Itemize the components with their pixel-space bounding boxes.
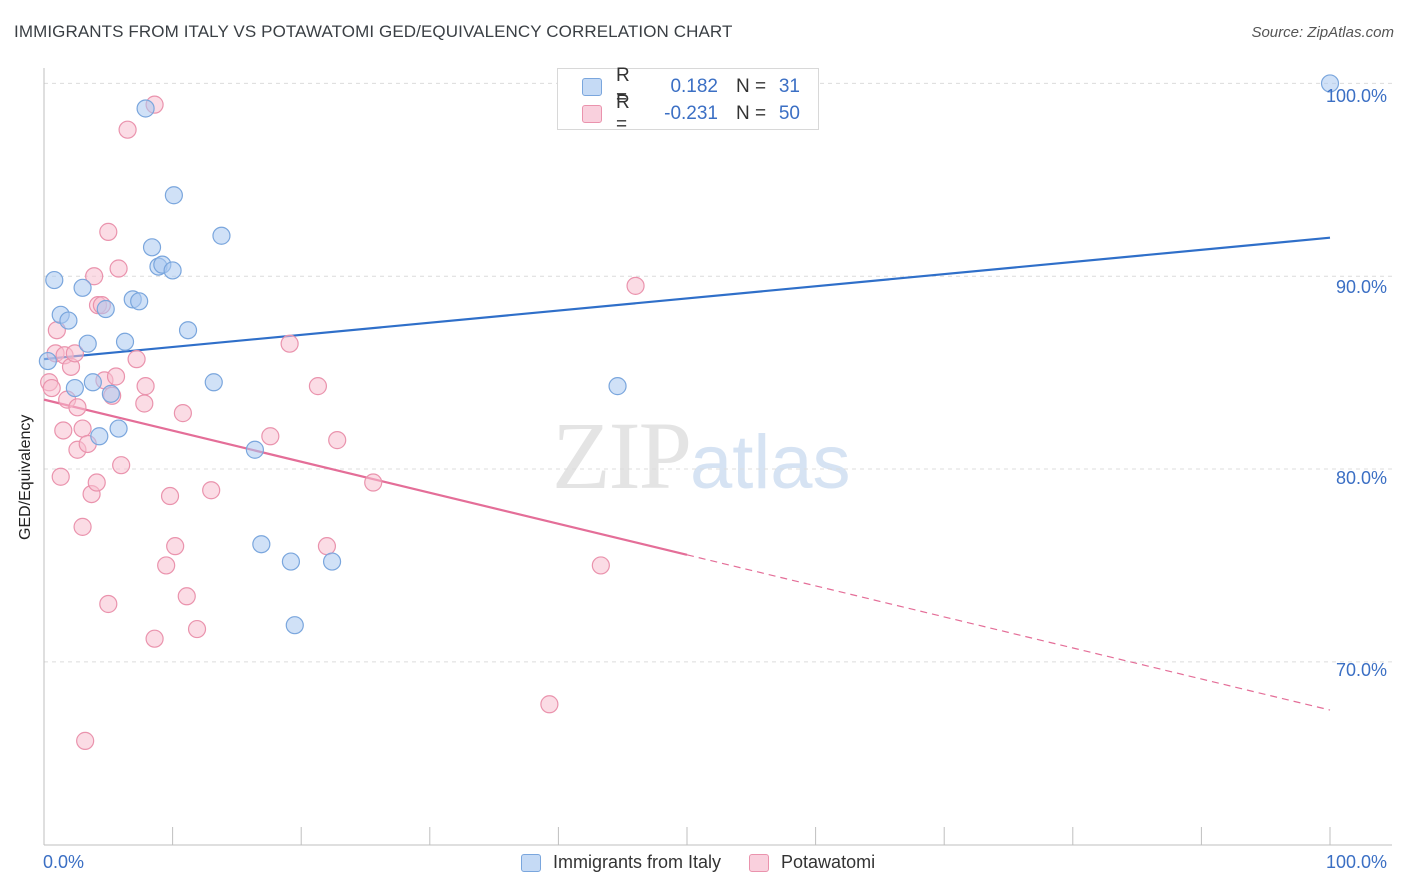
potawatomi-point-37 [173, 404, 192, 423]
italy-point-29 [608, 377, 627, 396]
correlation-legend: R = 0.182 N = 31 R = -0.231 N = 50 [557, 65, 819, 135]
y-tick-label-80: 80.0% [1336, 468, 1388, 488]
n-label: N = [736, 103, 767, 124]
potawatomi-point-30 [135, 394, 154, 413]
potawatomi-point-5 [54, 421, 73, 440]
italy-legend-label: Immigrants from Italy [553, 852, 722, 872]
potawatomi-point-36 [166, 537, 185, 556]
italy-point-28 [322, 552, 342, 571]
potawatomi-point-17 [85, 267, 104, 286]
legend-item-italy[interactable]: Immigrants from Italy [521, 852, 721, 873]
r-value: -0.231 [664, 103, 718, 124]
italy-point-14 [130, 292, 149, 311]
potawatomi-point-13 [73, 517, 92, 536]
italy-point-10 [101, 384, 120, 403]
potawatomi-point-47 [540, 695, 559, 714]
potawatomi-point-28 [118, 120, 137, 139]
potawatomi-point-33 [145, 629, 164, 648]
italy-point-8 [90, 427, 109, 446]
potawatomi-point-49 [591, 556, 610, 575]
potawatomi-point-10 [68, 398, 87, 417]
r-value: 0.182 [670, 76, 718, 97]
watermark: ZIPatlas [552, 400, 851, 511]
potawatomi-point-4 [51, 467, 70, 486]
italy-point-12 [115, 332, 135, 351]
potawatomi-point-34 [157, 556, 176, 575]
italy-point-22 [204, 373, 223, 392]
y-tick-label-90: 90.0% [1336, 277, 1388, 297]
y-tick-label-100: 100.0% [1326, 86, 1388, 106]
italy-point-6 [78, 334, 97, 353]
italy-point-30 [1320, 74, 1340, 93]
italy-trend-line [43, 236, 1331, 361]
italy-point-21 [178, 321, 198, 340]
italy-point-7 [83, 373, 102, 392]
potawatomi-swatch [582, 105, 602, 123]
y-tick-label-70: 70.0% [1336, 660, 1388, 680]
r-label: R = [616, 65, 630, 108]
potawatomi-trend-line-extension [686, 554, 1331, 711]
potawatomi-point-14 [76, 731, 95, 750]
potawatomi-point-9 [65, 344, 84, 363]
italy-point-20 [164, 186, 183, 205]
potawatomi-point-27 [112, 456, 131, 475]
legend-row-potawatomi: R = -0.231 N = 50 [582, 92, 800, 135]
x-tick-label-100: 100.0% [1326, 852, 1388, 872]
potawatomi-legend-swatch [749, 853, 770, 872]
chart-title: IMMIGRANTS FROM ITALY VS POTAWATOMI GED/… [14, 22, 733, 41]
italy-point-4 [65, 378, 84, 398]
italy-point-15 [136, 99, 155, 118]
italy-point-25 [252, 535, 271, 554]
italy-point-3 [59, 311, 78, 330]
potawatomi-legend-label: Potawatomi [781, 852, 876, 872]
potawatomi-point-29 [127, 350, 146, 369]
n-label: N = [736, 76, 767, 97]
potawatomi-point-43 [308, 377, 328, 396]
potawatomi-point-31 [136, 377, 155, 396]
italy-point-24 [245, 440, 265, 459]
italy-point-5 [73, 278, 92, 297]
italy-point-23 [212, 226, 231, 245]
italy-swatch [582, 78, 602, 96]
potawatomi-point-42 [280, 334, 299, 353]
legend-item-potawatomi[interactable]: Potawatomi [749, 852, 875, 873]
x-tick-label-0: 0.0% [43, 852, 85, 872]
series-legend: Immigrants from Italy Potawatomi [521, 852, 903, 873]
n-value: 31 [778, 76, 800, 97]
potawatomi-point-12 [73, 419, 92, 438]
potawatomi-point-40 [202, 481, 221, 500]
potawatomi-point-39 [187, 619, 207, 639]
potawatomi-point-23 [99, 594, 118, 614]
potawatomi-trend-line [43, 398, 688, 556]
potawatomi-point-26 [109, 259, 128, 278]
watermark-zip: ZIP [552, 402, 692, 509]
italy-point-16 [142, 238, 162, 257]
italy-point-0 [38, 351, 57, 371]
source-label: Source: ZipAtlas.com [1251, 24, 1394, 41]
italy-legend-swatch [521, 853, 541, 872]
potawatomi-point-41 [261, 427, 280, 446]
y-axis-title: GED/Equivalency [17, 414, 34, 540]
n-value: 50 [778, 103, 800, 124]
italy-point-11 [109, 419, 128, 438]
potawatomi-point-1 [42, 378, 61, 398]
potawatomi-point-48 [626, 276, 645, 295]
r-label: R = [616, 92, 630, 135]
potawatomi-point-38 [177, 587, 196, 606]
italy-point-26 [281, 552, 301, 571]
legend-row-italy: R = 0.182 N = 31 [582, 65, 800, 108]
potawatomi-point-25 [106, 367, 126, 386]
watermark-atlas: atlas [690, 420, 851, 505]
potawatomi-point-22 [99, 222, 118, 241]
potawatomi-point-45 [328, 431, 347, 450]
italy-point-9 [96, 299, 115, 319]
italy-point-1 [45, 270, 64, 290]
italy-point-19 [163, 261, 182, 280]
potawatomi-point-46 [364, 473, 383, 492]
italy-point-27 [285, 616, 304, 635]
potawatomi-point-18 [87, 473, 106, 492]
potawatomi-point-44 [317, 537, 337, 556]
potawatomi-point-35 [160, 486, 180, 506]
